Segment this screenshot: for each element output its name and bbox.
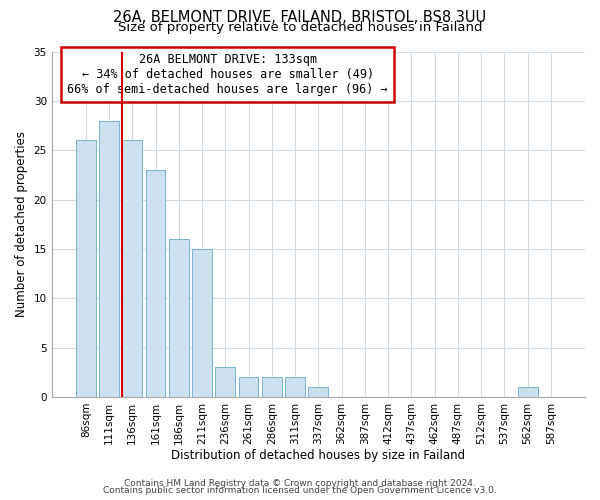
Bar: [192, 249, 212, 397]
Bar: [215, 368, 235, 397]
Bar: [308, 387, 328, 397]
Bar: [285, 377, 305, 397]
Y-axis label: Number of detached properties: Number of detached properties: [15, 131, 28, 317]
Bar: [239, 377, 259, 397]
Text: Contains HM Land Registry data © Crown copyright and database right 2024.: Contains HM Land Registry data © Crown c…: [124, 478, 476, 488]
Bar: [76, 140, 95, 397]
Bar: [262, 377, 282, 397]
Bar: [518, 387, 538, 397]
Text: Contains public sector information licensed under the Open Government Licence v3: Contains public sector information licen…: [103, 486, 497, 495]
Text: 26A, BELMONT DRIVE, FAILAND, BRISTOL, BS8 3UU: 26A, BELMONT DRIVE, FAILAND, BRISTOL, BS…: [113, 10, 487, 25]
Bar: [146, 170, 166, 397]
Bar: [169, 239, 188, 397]
Bar: [99, 120, 119, 397]
Bar: [122, 140, 142, 397]
Text: Size of property relative to detached houses in Failand: Size of property relative to detached ho…: [118, 21, 482, 34]
Text: 26A BELMONT DRIVE: 133sqm
← 34% of detached houses are smaller (49)
66% of semi-: 26A BELMONT DRIVE: 133sqm ← 34% of detac…: [67, 53, 388, 96]
X-axis label: Distribution of detached houses by size in Failand: Distribution of detached houses by size …: [171, 450, 466, 462]
